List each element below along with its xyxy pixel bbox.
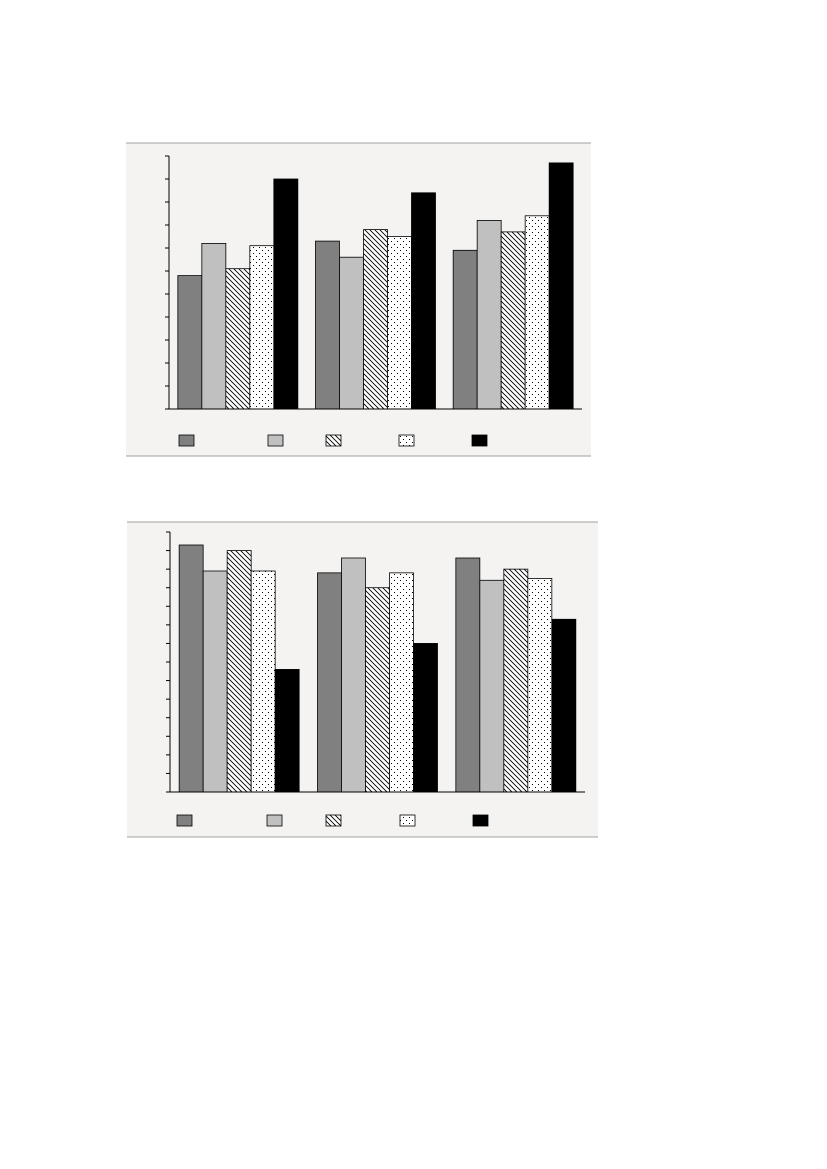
bar <box>500 231 526 410</box>
bar <box>413 643 438 793</box>
bar <box>339 256 364 410</box>
legend-swatch <box>267 434 284 447</box>
bar <box>341 557 366 793</box>
bar <box>452 249 478 410</box>
bar <box>524 215 550 410</box>
legend-swatch <box>266 814 283 827</box>
bar <box>455 557 481 793</box>
bar <box>503 568 529 793</box>
legend-swatch <box>472 814 489 827</box>
bar <box>315 240 340 410</box>
bar <box>201 242 227 410</box>
legend-swatch <box>398 434 415 447</box>
bar <box>177 275 203 410</box>
bar <box>389 572 414 793</box>
bar <box>274 669 300 793</box>
bar <box>476 219 502 410</box>
bar <box>365 587 390 793</box>
bar <box>225 268 251 410</box>
bar <box>273 178 299 410</box>
legend-swatch <box>178 434 195 447</box>
bar <box>202 570 228 793</box>
bar <box>178 544 204 793</box>
bar <box>226 550 252 793</box>
bar <box>387 236 412 410</box>
legend-swatch <box>399 814 416 827</box>
bar <box>250 570 276 793</box>
bar <box>548 162 574 410</box>
bar <box>551 618 577 793</box>
bar <box>527 578 553 793</box>
bar <box>479 579 505 793</box>
legend-swatch <box>471 434 488 447</box>
legend-swatch <box>325 814 342 827</box>
bar <box>411 192 436 410</box>
bar <box>249 245 275 410</box>
bar <box>363 229 388 410</box>
legend-swatch <box>176 814 193 827</box>
bar <box>317 572 342 793</box>
legend-swatch <box>325 434 342 447</box>
